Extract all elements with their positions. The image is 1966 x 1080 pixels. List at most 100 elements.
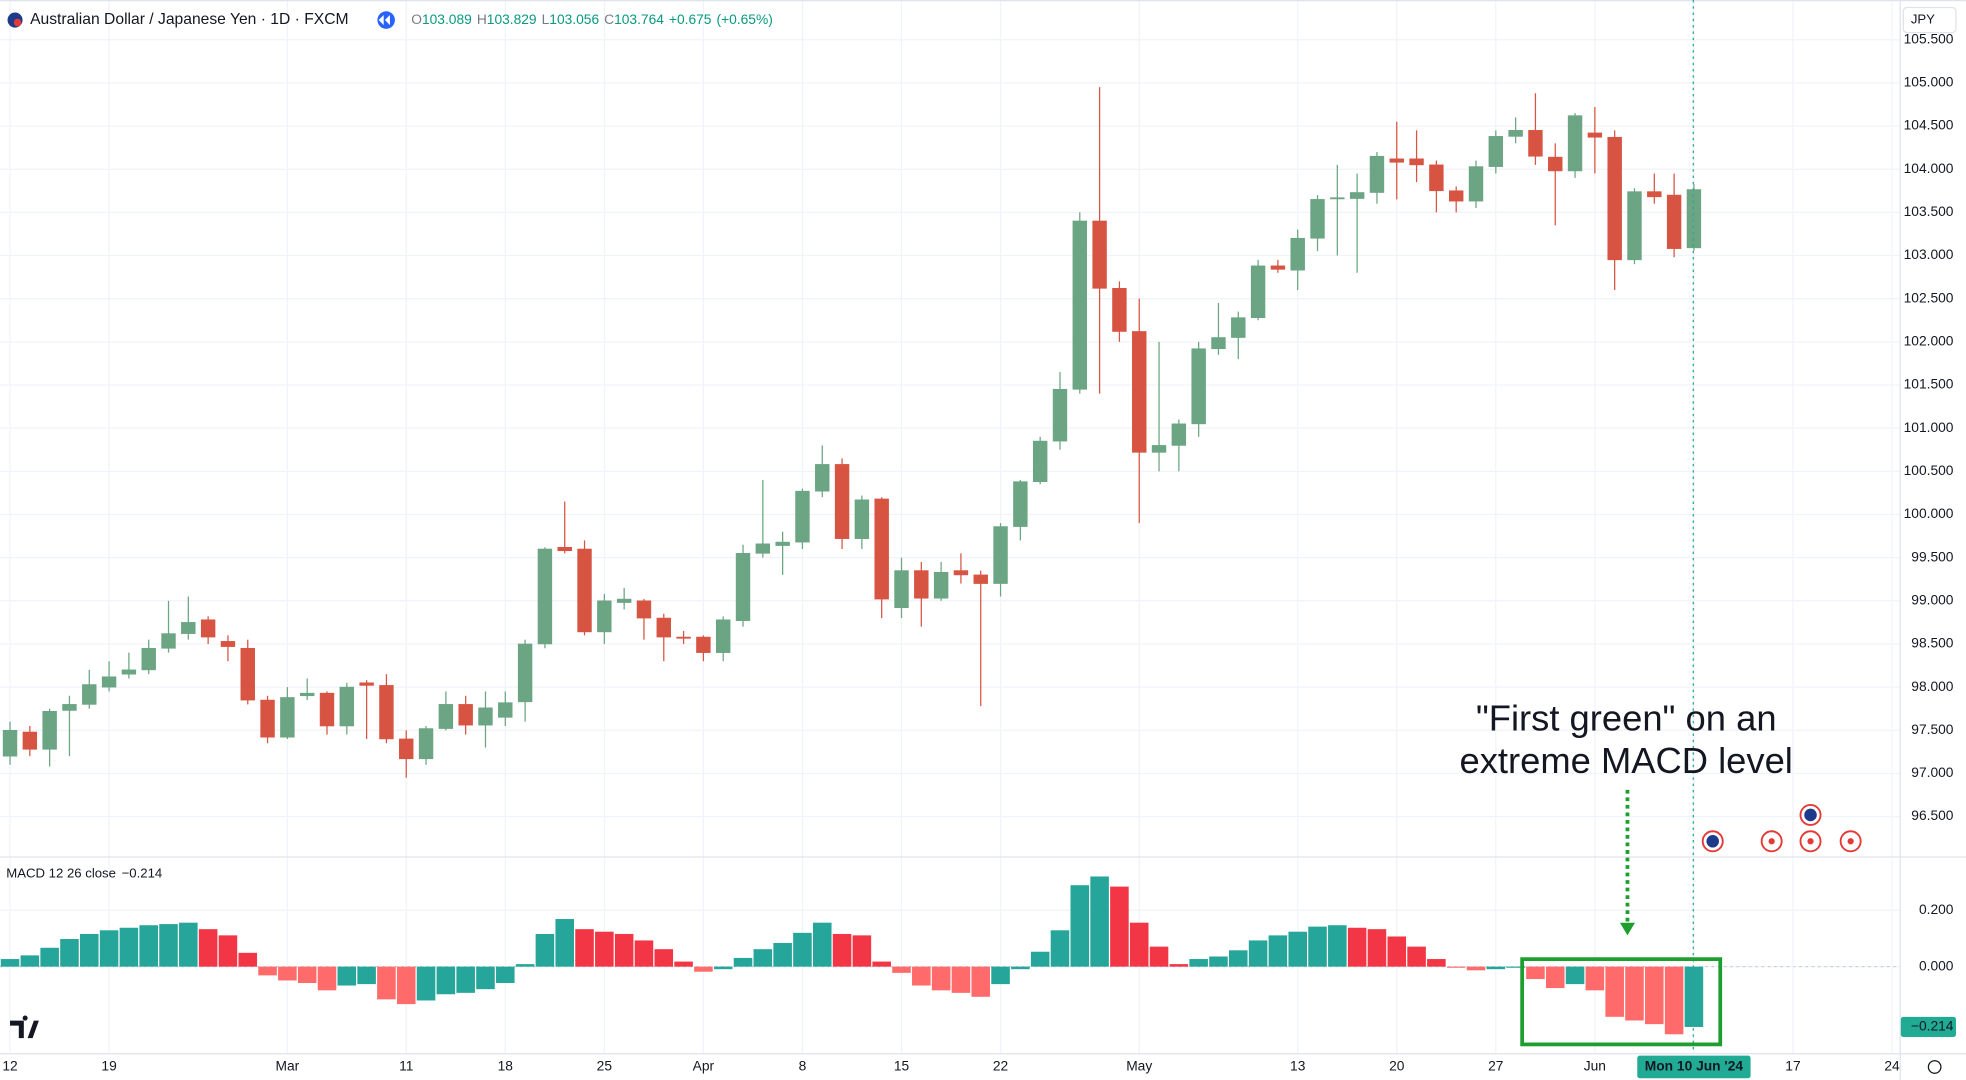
histogram-bar [258, 966, 277, 976]
histogram-bar [1030, 951, 1050, 967]
candle-body [1448, 190, 1464, 202]
h-label: H [477, 12, 487, 27]
histogram-bar [337, 966, 357, 986]
histogram-bar [317, 966, 337, 991]
histogram-bar [1526, 966, 1545, 980]
x-tick-label: 13 [1290, 1059, 1306, 1074]
candle-body [1528, 130, 1543, 157]
candle-body [1032, 440, 1048, 482]
histogram-bar [119, 927, 139, 967]
y-tick-label: 102.500 [1904, 290, 1954, 305]
histogram-bar [1248, 940, 1268, 967]
l-label: L [542, 12, 550, 27]
histogram-bar [832, 933, 852, 967]
y-tick-label: 100.500 [1904, 463, 1954, 478]
candle-body [933, 572, 949, 599]
histogram-bar [40, 947, 59, 967]
currency-box[interactable] [1902, 6, 1957, 34]
y-tick-label: 100.000 [1904, 506, 1954, 521]
histogram-bar [1466, 966, 1486, 971]
candle-body [537, 548, 553, 645]
histogram-bar [396, 966, 416, 1005]
last-value-badge [1900, 1016, 1956, 1037]
y-tick-label: 96.500 [1911, 808, 1953, 823]
histogram-bar [1050, 930, 1070, 967]
histogram-bar [0, 959, 20, 967]
l-value: 103.056 [549, 12, 599, 27]
candle-body [557, 546, 572, 552]
candle-body [1647, 191, 1662, 198]
candle-body [1052, 389, 1068, 442]
histogram-bar [297, 966, 317, 983]
x-tick-label: 20 [1389, 1059, 1405, 1074]
y-tick-label: 99.000 [1911, 592, 1953, 607]
x-tick-label: 17 [1785, 1059, 1800, 1074]
candle-body [62, 704, 77, 711]
candle-body [141, 647, 156, 671]
histogram-bar [179, 922, 198, 967]
candle-body [1290, 237, 1305, 271]
candle-body [1548, 156, 1563, 172]
candle-body [1567, 115, 1583, 172]
macd-title: MACD 12 26 close [6, 865, 116, 880]
grid [0, 0, 1900, 1054]
histogram-bar [1446, 966, 1466, 968]
candle-body [715, 619, 731, 653]
annotation-line: extreme MACD level [1460, 740, 1793, 781]
histogram-bar [496, 966, 515, 983]
y-tick-label: 98.000 [1911, 679, 1953, 694]
candle-body [438, 704, 454, 729]
candle-body [161, 633, 176, 649]
candle-body [755, 543, 771, 554]
candle-body [1488, 136, 1504, 167]
histogram-bar [793, 932, 812, 967]
candle-body [993, 526, 1008, 584]
histogram-bar [912, 966, 931, 986]
candle-body [656, 617, 671, 638]
y-tick-label: 0.000 [1919, 958, 1954, 973]
candle-body [973, 574, 988, 584]
histogram-bar [1070, 885, 1090, 967]
histogram-bar [694, 966, 713, 972]
histogram-bar [238, 952, 258, 967]
y-tick-label: 104.500 [1904, 118, 1954, 133]
histogram-bar [654, 949, 674, 967]
candle-body [1092, 220, 1107, 289]
histogram-bar [159, 924, 178, 967]
candle-body [418, 728, 434, 760]
o-label: O [411, 12, 422, 27]
y-tick-label: 97.500 [1911, 722, 1953, 737]
histogram-bar [515, 964, 535, 967]
settings-icon[interactable] [1927, 1060, 1942, 1074]
histogram-bar [139, 925, 158, 967]
histogram-bar [614, 933, 634, 967]
candle-body [636, 600, 652, 619]
candle-body [616, 598, 632, 603]
candle-body [914, 570, 929, 599]
x-tick-label: 18 [498, 1059, 514, 1074]
histogram-bar [436, 966, 456, 995]
candle-body [1429, 164, 1444, 192]
histogram-bar [1288, 931, 1307, 967]
y-tick-label: 101.500 [1904, 377, 1954, 392]
candle-body [220, 641, 236, 647]
candle-body [1013, 481, 1028, 527]
candle-body [597, 600, 612, 633]
o-value: 103.089 [422, 12, 472, 27]
replay-icon [378, 15, 390, 26]
candle-body [458, 704, 473, 726]
candle-body [1211, 337, 1226, 350]
crosshair-date-box [1637, 1055, 1751, 1079]
annotation-arrowhead [1619, 922, 1635, 936]
x-tick-label: 27 [1488, 1059, 1503, 1074]
histogram-bar [1011, 966, 1030, 970]
histogram-bar [1407, 946, 1426, 967]
x-tick-label: 25 [597, 1059, 613, 1074]
candle-body [280, 697, 295, 738]
histogram-bar [1625, 966, 1644, 1021]
candle-body [775, 541, 790, 546]
y-tick-label: 101.000 [1904, 420, 1954, 435]
h-value: 103.829 [487, 12, 537, 27]
c-value: 103.764 [614, 12, 664, 27]
